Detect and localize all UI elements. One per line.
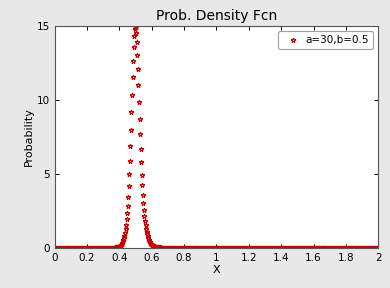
Title: Prob. Density Fcn: Prob. Density Fcn [156,10,277,23]
a=30,b=0.5 [376,246,381,249]
a=30,b=0.5 [52,246,57,249]
a=30,b=0.5 [269,246,274,249]
a=30,b=0.5 [296,246,301,249]
X-axis label: X: X [213,265,220,275]
Legend: a=30,b=0.5: a=30,b=0.5 [278,31,373,50]
Line: a=30,b=0.5: a=30,b=0.5 [52,23,381,250]
a=30,b=0.5 [133,24,138,27]
a=30,b=0.5 [199,246,204,249]
a=30,b=0.5 [136,84,141,87]
a=30,b=0.5 [110,246,114,249]
Y-axis label: Probability: Probability [24,107,34,166]
a=30,b=0.5 [244,246,248,249]
